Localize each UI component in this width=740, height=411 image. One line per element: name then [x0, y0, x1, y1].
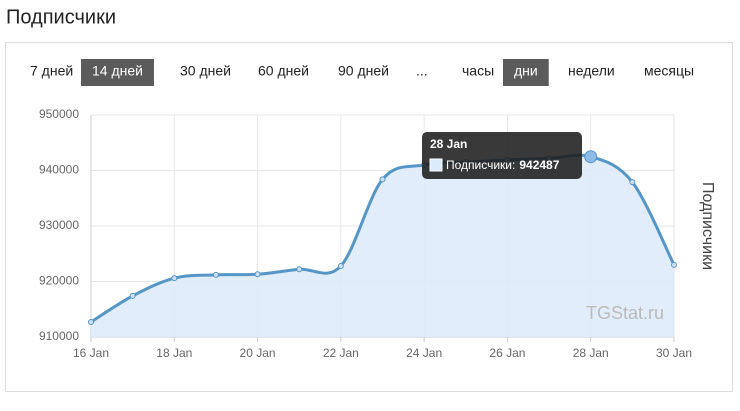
- point: [337, 262, 344, 269]
- point: [671, 261, 677, 268]
- button-label[interactable]: 14 дней: [92, 63, 143, 79]
- y-tick-label: 940000: [39, 163, 79, 177]
- point: [629, 179, 636, 186]
- x-tick-label: 16 Jan: [73, 346, 109, 360]
- point: [171, 275, 178, 282]
- y-tick-label: 950000: [39, 107, 79, 121]
- plot: 910000 920000 930000 940000 950000 16 Jan 18 J…: [39, 107, 716, 360]
- button-active[interactable]: [81, 59, 154, 86]
- y-tick-label: 930000: [39, 218, 79, 232]
- point: [379, 176, 386, 183]
- button-label[interactable]: часы: [462, 63, 494, 79]
- area: [91, 155, 674, 337]
- y-axis-title: Подписчики: [699, 182, 716, 270]
- point: [296, 266, 303, 273]
- button-label[interactable]: месяцы: [644, 63, 694, 79]
- x-tick-label: 22 Jan: [323, 346, 359, 360]
- button-label[interactable]: дни: [514, 63, 538, 79]
- x-tick-label: 26 Jan: [489, 346, 525, 360]
- x-tick-label: 18 Jan: [156, 346, 192, 360]
- button-active[interactable]: [503, 59, 549, 86]
- button-label[interactable]: 7 дней: [30, 63, 73, 79]
- button-label[interactable]: недели: [568, 63, 615, 79]
- point: [88, 319, 94, 326]
- x-tick-label: 20 Jan: [240, 346, 276, 360]
- page-title: Подписчики: [6, 6, 116, 28]
- y-tick-label: 910000: [39, 329, 79, 343]
- tooltip-box: [422, 132, 582, 179]
- button-label[interactable]: 60 дней: [258, 63, 309, 79]
- point: [584, 150, 598, 164]
- point: [254, 271, 261, 278]
- point: [212, 271, 219, 278]
- x-tick-label: 28 Jan: [573, 346, 609, 360]
- button-bar: [81, 59, 549, 86]
- tooltip-swatch: [429, 158, 443, 172]
- tooltip-date: 28 Jan: [430, 137, 467, 151]
- x-tick-label: 30 Jan: [656, 346, 692, 360]
- tooltip-label: Подписчики:: [446, 158, 515, 172]
- y-tick-label: 920000: [39, 274, 79, 288]
- x-tick-label: 24 Jan: [406, 346, 442, 360]
- button-label[interactable]: 30 дней: [180, 63, 231, 79]
- button-label[interactable]: ...: [416, 63, 428, 79]
- tooltip-value: 942487: [519, 158, 559, 172]
- panel: [5, 42, 733, 392]
- button-label[interactable]: 90 дней: [338, 63, 389, 79]
- point: [129, 292, 136, 299]
- watermark: TGStat.ru: [586, 303, 664, 323]
